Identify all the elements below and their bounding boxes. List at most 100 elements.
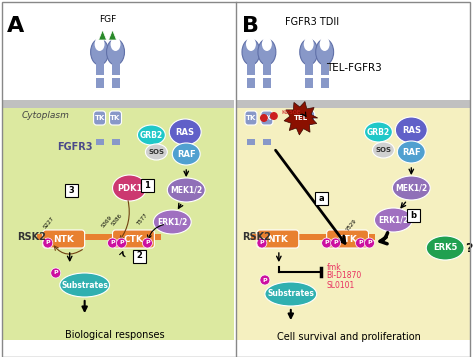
Text: T577: T577 (136, 213, 149, 227)
Text: Y529: Y529 (345, 219, 358, 233)
Text: A: A (7, 16, 24, 36)
FancyBboxPatch shape (245, 111, 257, 125)
Text: P: P (46, 241, 50, 246)
Ellipse shape (304, 37, 314, 51)
Bar (111, 78, 119, 88)
Text: S386: S386 (110, 213, 123, 227)
Ellipse shape (331, 238, 341, 248)
Bar (321, 78, 328, 88)
Bar (263, 139, 271, 145)
Text: K650E: K650E (282, 110, 301, 115)
Ellipse shape (373, 142, 394, 158)
Bar (37, 234, 44, 240)
Ellipse shape (146, 144, 167, 160)
Text: RAF: RAF (177, 150, 196, 159)
Text: RAS: RAS (402, 126, 421, 135)
Ellipse shape (397, 141, 425, 163)
Text: ERK1/2: ERK1/2 (157, 217, 187, 226)
Text: RSK2: RSK2 (242, 232, 271, 242)
Text: SL0101: SL0101 (327, 281, 355, 290)
Ellipse shape (322, 238, 332, 248)
Text: P: P (260, 241, 264, 246)
Text: 1: 1 (145, 181, 150, 190)
Text: RAF: RAF (402, 147, 420, 156)
Ellipse shape (300, 39, 318, 65)
Ellipse shape (167, 178, 205, 202)
Ellipse shape (395, 117, 427, 143)
Text: SOS: SOS (375, 147, 392, 153)
FancyBboxPatch shape (327, 230, 368, 248)
Ellipse shape (260, 275, 270, 285)
FancyBboxPatch shape (315, 191, 328, 205)
Ellipse shape (107, 39, 125, 65)
Ellipse shape (142, 238, 152, 248)
Ellipse shape (242, 39, 260, 65)
Ellipse shape (365, 122, 392, 142)
Bar (96, 139, 104, 145)
Bar (247, 78, 255, 88)
Text: P: P (54, 271, 58, 276)
Polygon shape (284, 101, 318, 135)
Text: FGF: FGF (99, 15, 116, 24)
Bar (96, 60, 104, 75)
Ellipse shape (154, 210, 191, 234)
FancyBboxPatch shape (109, 111, 121, 125)
Text: FGFR3 TDII: FGFR3 TDII (285, 17, 339, 27)
Bar (368, 234, 375, 240)
Bar (305, 60, 313, 75)
Text: b: b (410, 211, 416, 220)
Ellipse shape (172, 143, 200, 165)
Text: 3: 3 (69, 186, 74, 195)
Text: ERK1/2: ERK1/2 (378, 216, 409, 225)
Bar (321, 60, 328, 75)
Text: MEK1/2: MEK1/2 (395, 183, 428, 192)
Text: P: P (119, 241, 124, 246)
FancyBboxPatch shape (261, 111, 273, 125)
Ellipse shape (258, 39, 276, 65)
Text: P: P (358, 241, 363, 246)
Ellipse shape (246, 37, 256, 51)
Bar (247, 139, 255, 145)
Bar (263, 78, 271, 88)
FancyBboxPatch shape (43, 230, 85, 248)
FancyBboxPatch shape (65, 183, 78, 196)
Polygon shape (109, 30, 117, 40)
Text: P: P (263, 277, 267, 282)
Ellipse shape (374, 208, 412, 232)
FancyBboxPatch shape (407, 208, 420, 221)
Text: S227: S227 (42, 216, 55, 230)
Ellipse shape (169, 119, 201, 145)
Text: GRB2: GRB2 (140, 131, 163, 140)
Ellipse shape (43, 238, 53, 248)
Ellipse shape (262, 37, 272, 51)
Text: ERK5: ERK5 (433, 243, 457, 252)
Ellipse shape (60, 273, 109, 297)
FancyBboxPatch shape (93, 111, 106, 125)
Text: NTK: NTK (53, 235, 74, 243)
Ellipse shape (91, 39, 109, 65)
Bar (155, 234, 161, 240)
Text: CTK: CTK (124, 235, 144, 243)
Text: PDK1: PDK1 (117, 183, 142, 192)
Bar (299, 234, 327, 240)
Ellipse shape (270, 112, 278, 120)
Bar (263, 60, 271, 75)
Text: TK: TK (303, 115, 314, 121)
Text: ?: ? (465, 241, 473, 255)
Ellipse shape (316, 39, 334, 65)
Text: TEL: TEL (294, 115, 308, 121)
Ellipse shape (112, 175, 146, 201)
Ellipse shape (257, 238, 267, 248)
Text: RSK2: RSK2 (17, 232, 46, 242)
Ellipse shape (260, 114, 268, 122)
FancyBboxPatch shape (112, 230, 155, 248)
Bar (2, 100, 234, 108)
Text: P: P (110, 241, 115, 246)
FancyBboxPatch shape (303, 111, 315, 125)
Bar (305, 78, 313, 88)
Text: TK: TK (246, 115, 256, 121)
Bar (236, 0, 470, 357)
Text: TK: TK (94, 115, 105, 121)
Ellipse shape (137, 125, 165, 145)
Text: P: P (324, 241, 329, 246)
